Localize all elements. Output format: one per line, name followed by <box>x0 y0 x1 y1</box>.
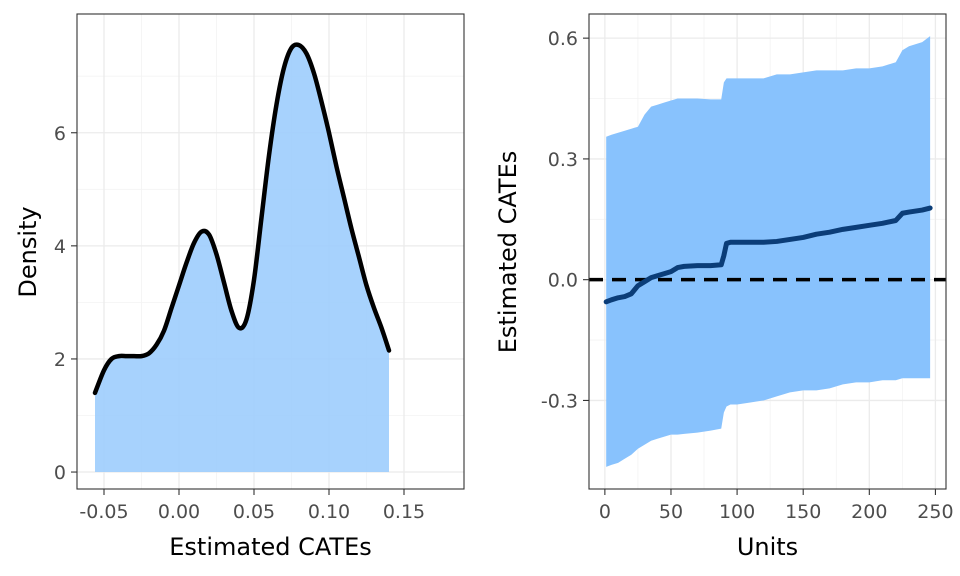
cate-y-tick-label: 0.0 <box>548 270 578 292</box>
density-area <box>95 44 389 473</box>
density-y-tick-label: 2 <box>54 349 66 371</box>
density-y-tick-label: 4 <box>54 236 66 258</box>
density-x-tick-label: 0.05 <box>233 501 275 523</box>
density-panel-border <box>76 13 465 490</box>
cate-x-tick-label: 150 <box>785 501 821 523</box>
cate-x-axis-title: Units <box>737 533 798 561</box>
cate-x-tick-label: 50 <box>659 501 683 523</box>
density-axes: -0.05 0.00 0.05 0.10 0.15 0 2 4 6 <box>54 123 425 523</box>
cate-x-tick-label: 0 <box>599 501 611 523</box>
cate-x-tick-label: 200 <box>851 501 887 523</box>
density-curve <box>92 42 392 396</box>
density-y-tick-label: 0 <box>54 462 66 484</box>
density-x-tick-label: 0.00 <box>158 501 200 523</box>
density-y-tick-label: 6 <box>54 123 66 145</box>
cate-y-axis-title: Estimated CATEs <box>494 151 522 354</box>
confidence-interval-band <box>606 36 931 467</box>
cate-estimate-line <box>603 205 933 305</box>
cate-y-tick-label: -0.3 <box>541 390 578 412</box>
cate-x-tick-label: 100 <box>719 501 755 523</box>
cate-x-tick-label: 250 <box>917 501 953 523</box>
density-x-tick-label: 0.10 <box>308 501 350 523</box>
density-y-axis-title: Density <box>14 206 42 297</box>
density-x-tick-label: -0.05 <box>79 501 128 523</box>
density-x-axis-title: Estimated CATEs <box>169 533 372 561</box>
cate-panel-border <box>588 13 947 490</box>
cate-panel: 0 50 100 150 200 250 -0.3 0.0 0.3 0.6 Units Estim… <box>494 13 954 561</box>
density-panel: -0.05 0.00 0.05 0.10 0.15 0 2 4 6 Estimated CATE… <box>14 13 465 561</box>
density-x-tick-label: 0.15 <box>383 501 425 523</box>
cate-y-tick-label: 0.6 <box>548 28 578 50</box>
cate-axes: 0 50 100 150 200 250 -0.3 0.0 0.3 0.6 <box>541 28 954 523</box>
cate-y-tick-label: 0.3 <box>548 149 578 171</box>
